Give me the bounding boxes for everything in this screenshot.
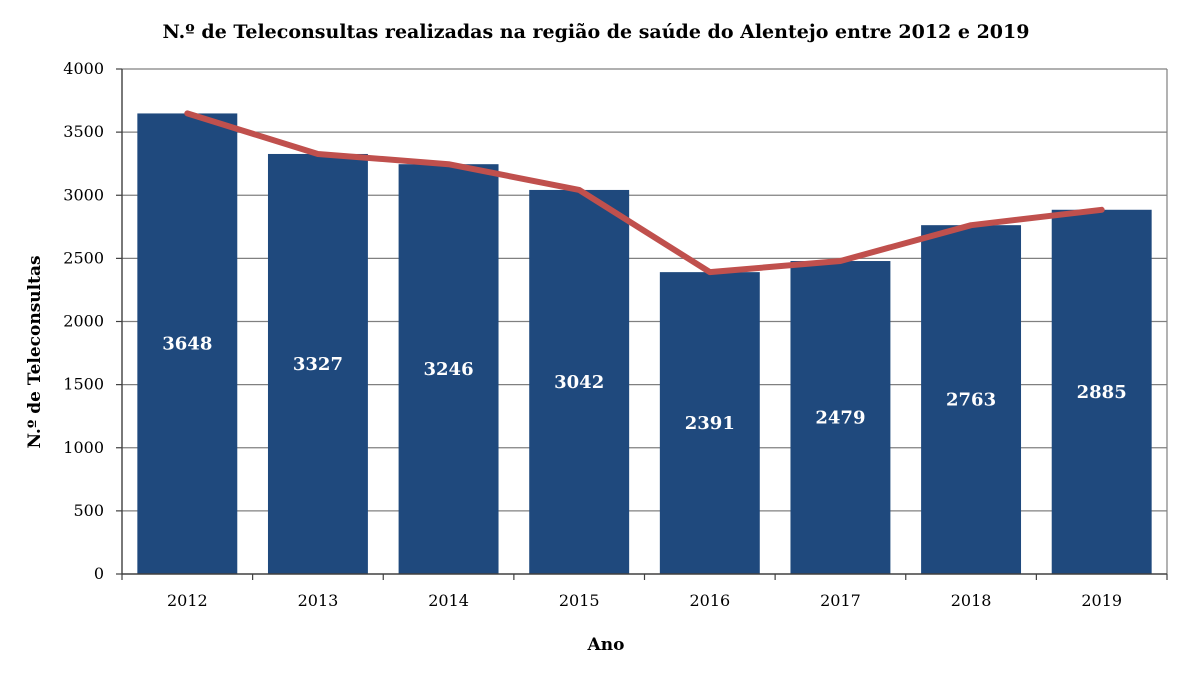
bar <box>398 164 499 574</box>
y-tick-label: 0 <box>94 564 104 583</box>
trend-line <box>184 110 1105 276</box>
x-tick-label: 2012 <box>167 591 208 610</box>
bar-value-label: 2885 <box>1077 382 1127 403</box>
x-tick-label: 2013 <box>298 591 339 610</box>
x-tick-label: 2018 <box>951 591 992 610</box>
y-tick-label: 1500 <box>63 375 104 394</box>
bars <box>137 113 1152 575</box>
bar <box>790 261 891 574</box>
axes: 0 500 1000 1500 2000 2500 3000 3500 4000 2012 2013… <box>63 59 1168 610</box>
y-tick-label: 1000 <box>63 438 104 457</box>
x-tick-label: 2017 <box>820 591 861 610</box>
x-axis-title: Ano <box>587 635 625 655</box>
bar-value-label: 2391 <box>685 413 735 434</box>
x-tick-label: 2015 <box>559 591 600 610</box>
bar-value-label: 2763 <box>946 390 996 411</box>
bar-value-label: 3042 <box>554 372 604 393</box>
y-tick-label: 2000 <box>63 312 104 331</box>
x-tick-label: 2014 <box>428 591 469 610</box>
bar <box>137 113 238 574</box>
bar-value-label: 3246 <box>424 359 474 380</box>
y-tick-label: 3000 <box>63 185 104 204</box>
y-tick-label: 3500 <box>63 122 104 141</box>
bar <box>921 225 1022 574</box>
bar <box>1051 209 1152 575</box>
y-tick-label: 4000 <box>63 59 104 78</box>
x-tick-label: 2019 <box>1081 591 1122 610</box>
chart-title: N.º de Teleconsultas realizadas na regiã… <box>163 21 1030 43</box>
y-tick-label: 500 <box>73 501 104 520</box>
bar <box>267 153 368 574</box>
trend-line-layer <box>184 110 1105 276</box>
bar <box>529 189 630 574</box>
x-tick-label: 2016 <box>689 591 730 610</box>
value-labels: 3648 3327 3246 3042 2391 2479 2763 2885 <box>162 334 1126 434</box>
bar <box>659 272 760 574</box>
y-tick-label: 2500 <box>63 248 104 267</box>
y-axis-title: N.º de Teleconsultas <box>25 255 45 448</box>
bar-value-label: 3648 <box>162 334 212 355</box>
bar-value-label: 3327 <box>293 354 343 375</box>
bar-value-label: 2479 <box>815 408 865 429</box>
